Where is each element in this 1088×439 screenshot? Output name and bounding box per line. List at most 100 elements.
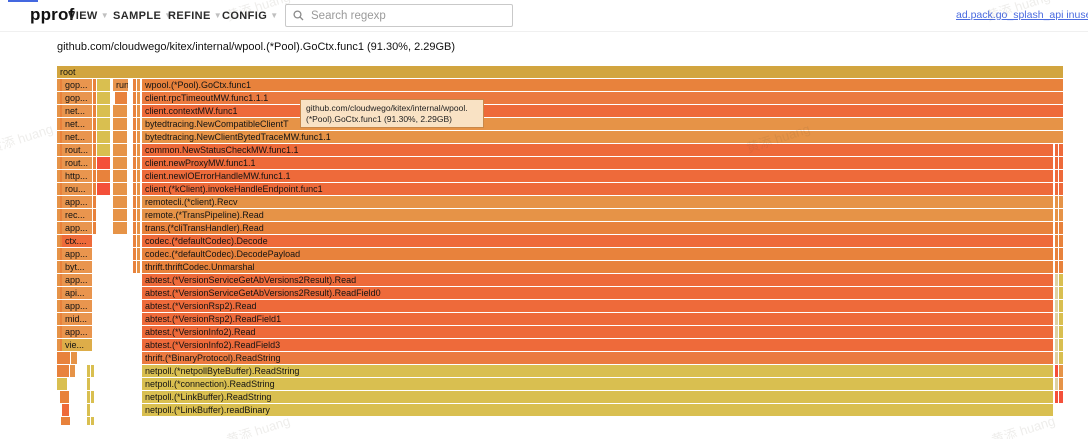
flame-frame-fragment[interactable] [1059,248,1063,260]
flame-frame[interactable]: vie... [62,339,92,351]
flame-frame-fragment[interactable] [1059,378,1063,390]
flame-frame-fragment[interactable] [137,118,140,130]
flame-frame[interactable]: net... [62,118,92,130]
flame-frame-fragment[interactable] [1055,157,1058,169]
flame-frame-fragment[interactable] [137,105,140,117]
flame-frame[interactable]: app... [62,326,92,338]
menu-refine[interactable]: REFINE▼ [168,10,222,22]
flame-frame-fragment[interactable] [113,157,127,169]
flame-frame[interactable]: http... [62,170,92,182]
flame-frame-fragment[interactable] [97,118,110,130]
flame-frame-fragment[interactable] [62,365,69,377]
flame-frame-fragment[interactable] [1055,352,1058,364]
flame-frame-fragment[interactable] [137,222,140,234]
flame-frame-fragment[interactable] [133,157,136,169]
flame-frame-fragment[interactable] [93,157,96,169]
flame-frame[interactable]: rout... [62,157,92,169]
flame-frame-fragment[interactable] [113,209,127,221]
flame-frame[interactable]: rou... [62,183,92,195]
flame-frame-fragment[interactable] [113,170,127,182]
flame-frame-fragment[interactable] [137,261,140,273]
flame-frame-fragment[interactable] [1059,391,1063,403]
flame-frame-fragment[interactable] [137,183,140,195]
flame-frame-fragment[interactable] [113,196,127,208]
flame-frame-fragment[interactable] [87,365,90,377]
flame-frame-fragment[interactable] [62,404,69,416]
flame-frame-fragment[interactable] [1059,300,1063,312]
flame-frame-fragment[interactable] [137,131,140,143]
flame-frame[interactable]: net... [62,105,92,117]
flame-frame-fragment[interactable] [1059,365,1063,377]
flame-frame-fragment[interactable] [1055,196,1058,208]
flame-frame-fragment[interactable] [91,391,94,403]
flame-frame[interactable]: abtest.(*VersionRsp2).ReadField1 [142,313,1053,325]
flame-frame-fragment[interactable] [87,417,90,425]
flame-frame-fragment[interactable] [115,92,127,104]
menu-sample[interactable]: SAMPLE▼ [113,10,173,22]
flame-frame-fragment[interactable] [1059,222,1063,234]
flame-frame[interactable]: root [57,66,1063,78]
flame-frame-fragment[interactable] [1055,183,1058,195]
flame-frame-fragment[interactable] [137,144,140,156]
flame-frame[interactable]: byt... [62,261,92,273]
flame-frame-fragment[interactable] [1059,274,1063,286]
search-box[interactable] [285,4,513,27]
menu-config[interactable]: CONFIG▼ [222,10,279,22]
flame-frame[interactable]: abtest.(*VersionInfo2).ReadField3 [142,339,1053,351]
flame-frame-fragment[interactable] [1055,209,1058,221]
flame-frame-fragment[interactable] [133,105,136,117]
flame-frame-fragment[interactable] [1055,339,1058,351]
flame-frame-fragment[interactable] [1059,144,1063,156]
flame-frame[interactable]: common.NewStatusCheckMW.func1.1 [142,144,1053,156]
flame-frame-fragment[interactable] [133,131,136,143]
flame-frame[interactable]: api... [62,287,92,299]
flame-frame-fragment[interactable] [1055,287,1058,299]
flame-frame[interactable]: bytedtracing.NewClientBytedTraceMW.func1… [142,131,1063,143]
flame-frame-fragment[interactable] [1055,261,1058,273]
flame-frame-fragment[interactable] [1055,391,1058,403]
flame-frame[interactable]: remotecli.(*client).Recv [142,196,1053,208]
flame-frame[interactable]: app... [62,196,92,208]
flame-frame-fragment[interactable] [133,196,136,208]
flame-frame[interactable]: ctx.... [62,235,92,247]
flame-frame-fragment[interactable] [1055,248,1058,260]
flame-frame-fragment[interactable] [93,105,96,117]
flame-frame-fragment[interactable] [93,79,96,91]
flame-frame-fragment[interactable] [97,92,110,104]
flame-frame-fragment[interactable] [133,144,136,156]
flame-frame-fragment[interactable] [113,144,127,156]
flame-frame-fragment[interactable] [1055,378,1058,390]
profile-source-link[interactable]: ad.pack.go_splash_api inuse_sp [956,9,1088,21]
flame-frame[interactable]: netpoll.(*netpollByteBuffer).ReadString [142,365,1053,377]
flame-frame-fragment[interactable] [93,144,96,156]
flame-frame-fragment[interactable] [137,79,140,91]
flame-frame-fragment[interactable] [137,209,140,221]
flame-frame-fragment[interactable] [137,157,140,169]
flame-frame-fragment[interactable] [133,222,136,234]
flame-frame-fragment[interactable] [1055,222,1058,234]
flame-frame[interactable]: mid... [62,313,92,325]
flame-frame-fragment[interactable] [97,131,110,143]
flame-frame-fragment[interactable] [87,378,90,390]
flame-frame-fragment[interactable] [113,183,127,195]
flame-frame-fragment[interactable] [1055,365,1058,377]
flame-frame-fragment[interactable] [1055,235,1058,247]
flame-frame-fragment[interactable] [97,144,110,156]
flame-frame-fragment[interactable] [137,248,140,260]
flame-frame[interactable]: client.newIOErrorHandleMW.func1.1 [142,170,1053,182]
flame-frame-fragment[interactable] [62,391,69,403]
flame-frame-fragment[interactable] [137,235,140,247]
flame-frame[interactable]: abtest.(*VersionInfo2).Read [142,326,1053,338]
flame-frame[interactable]: thrift.thriftCodec.Unmarshal [142,261,1053,273]
flame-frame-fragment[interactable] [1059,339,1063,351]
flame-frame-fragment[interactable] [1055,170,1058,182]
flame-frame-fragment[interactable] [93,92,96,104]
flame-frame-fragment[interactable] [1059,352,1063,364]
flame-frame-fragment[interactable] [133,261,136,273]
flame-frame-fragment[interactable] [133,183,136,195]
flame-frame-fragment[interactable] [1059,196,1063,208]
flame-frame[interactable]: net... [62,131,92,143]
flame-frame-fragment[interactable] [133,79,136,91]
flame-frame[interactable]: client.contextMW.func1 [142,105,1063,117]
flame-frame[interactable]: client.(*kClient).invokeHandleEndpoint.f… [142,183,1053,195]
